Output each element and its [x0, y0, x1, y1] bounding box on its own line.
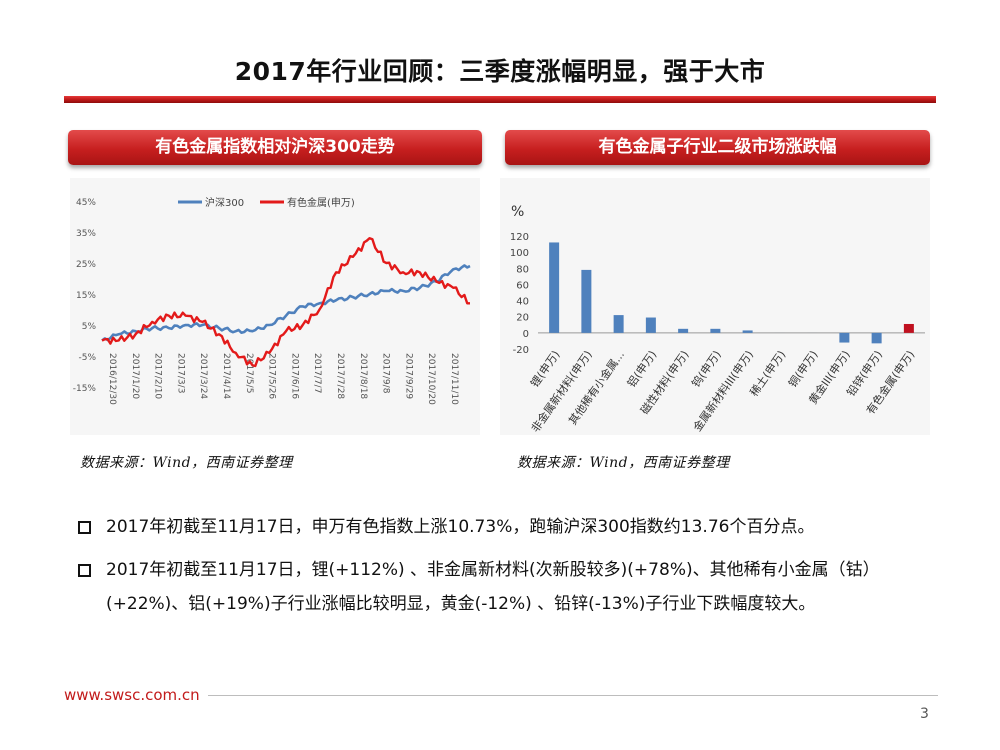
y-tick-label: 80 [516, 264, 529, 275]
title-underline [64, 96, 936, 103]
x-tick-label: 2017/9/29 [403, 353, 413, 399]
bar [549, 242, 560, 333]
legend-label: 沪深300 [205, 196, 244, 209]
bar [613, 315, 624, 333]
category-label: 其他稀有小金属... [565, 348, 627, 428]
legend-label: 有色金属(申万) [287, 196, 355, 209]
bar [871, 332, 882, 344]
left-chart-source: 数据来源：Wind，西南证券整理 [80, 455, 293, 471]
bar [710, 328, 721, 333]
y-tick-label: 120 [510, 232, 529, 243]
category-label: 非金属新材料(申万) [528, 348, 595, 435]
right-chart-source: 数据来源：Wind，西南证券整理 [517, 455, 730, 471]
square-bullet-icon [78, 564, 91, 577]
bullet-item: 2017年初截至11月17日，锂(+112%) 、非金属新材料(次新股较多)(+… [78, 553, 938, 621]
x-tick-label: 2016/12/30 [107, 353, 117, 405]
bar-chart: % 120 100 80 60 40 20 0 -20 锂(申万)非金属新材料(申万)其他稀有小金… [510, 204, 925, 435]
y-axis-unit-label: % [511, 204, 524, 220]
y-tick-label: 15% [76, 291, 96, 301]
y-tick-label: 40 [516, 297, 529, 308]
y-tick-label: -15% [73, 384, 97, 394]
left-panel-heading: 有色金属指数相对沪深300走势 [68, 130, 482, 165]
category-label: 铝(申万) [624, 348, 659, 390]
y-tick-label: 25% [76, 260, 96, 270]
x-tick-label: 2017/5/26 [267, 353, 277, 399]
x-tick-label: 2017/11/10 [449, 353, 459, 405]
y-tick-label: 60 [516, 280, 529, 291]
category-label: 锂(申万) [527, 348, 562, 390]
x-tick-label: 2017/4/14 [221, 353, 231, 399]
bar [903, 323, 914, 333]
footer-website[interactable]: www.swsc.com.cn [64, 686, 200, 704]
y-tick-label: 35% [76, 229, 96, 239]
bar [581, 269, 592, 333]
bar [645, 317, 656, 333]
series-line [101, 237, 470, 368]
category-label: 铜(申万) [785, 348, 820, 390]
x-tick-label: 2017/3/3 [175, 353, 185, 393]
x-tick-label: 2017/7/28 [335, 353, 345, 399]
y-tick-label: 45% [76, 198, 96, 208]
page-number: 3 [920, 706, 929, 722]
x-tick-label: 2017/5/5 [244, 353, 254, 393]
bar [742, 330, 753, 333]
x-tick-label: 2017/6/16 [289, 353, 299, 399]
y-tick-label: -5% [78, 353, 96, 363]
line-chart-panel: 45% 35% 25% 15% 5% -5% -15% 2016/12/30 2017/1/20… [70, 178, 480, 435]
x-tick-label: 2017/10/20 [426, 353, 436, 405]
line-chart: 45% 35% 25% 15% 5% -5% -15% 2016/12/30 2017/1/20… [73, 196, 471, 405]
y-tick-label: 100 [510, 248, 529, 259]
y-tick-label: 20 [516, 313, 529, 324]
x-tick-label: 2017/2/10 [153, 353, 163, 399]
bullet-item: 2017年初截至11月17日，申万有色指数上涨10.73%，跑输沪深300指数约… [78, 510, 938, 544]
category-label: 金属新材料III(申万) [690, 348, 756, 434]
bullet-text: 2017年初截至11月17日，锂(+112%) 、非金属新材料(次新股较多)(+… [106, 560, 880, 614]
x-tick-label: 2017/7/7 [312, 353, 322, 393]
right-panel-heading: 有色金属子行业二级市场涨跌幅 [505, 130, 930, 165]
x-tick-label: 2017/9/8 [381, 353, 391, 394]
y-tick-label: 5% [82, 322, 97, 332]
y-tick-label: 0 [523, 329, 529, 340]
slide-title: 2017年行业回顾：三季度涨幅明显，强于大市 [234, 57, 766, 86]
x-tick-label: 2017/1/20 [130, 353, 140, 399]
bar [839, 332, 850, 343]
y-tick-label: -20 [513, 345, 529, 356]
x-tick-label: 2017/8/18 [358, 353, 368, 399]
square-bullet-icon [78, 521, 91, 534]
bar [678, 328, 689, 333]
bar-chart-panel: % 120 100 80 60 40 20 0 -20 锂(申万) 非金属新材料(申万) 其他稀有小金… [500, 178, 930, 435]
series-line [101, 264, 471, 342]
footer-divider [208, 695, 938, 696]
x-tick-label: 2017/3/24 [198, 353, 208, 399]
category-label: 钨(申万) [689, 348, 724, 390]
bullet-text: 2017年初截至11月17日，申万有色指数上涨10.73%，跑输沪深300指数约… [106, 517, 815, 537]
